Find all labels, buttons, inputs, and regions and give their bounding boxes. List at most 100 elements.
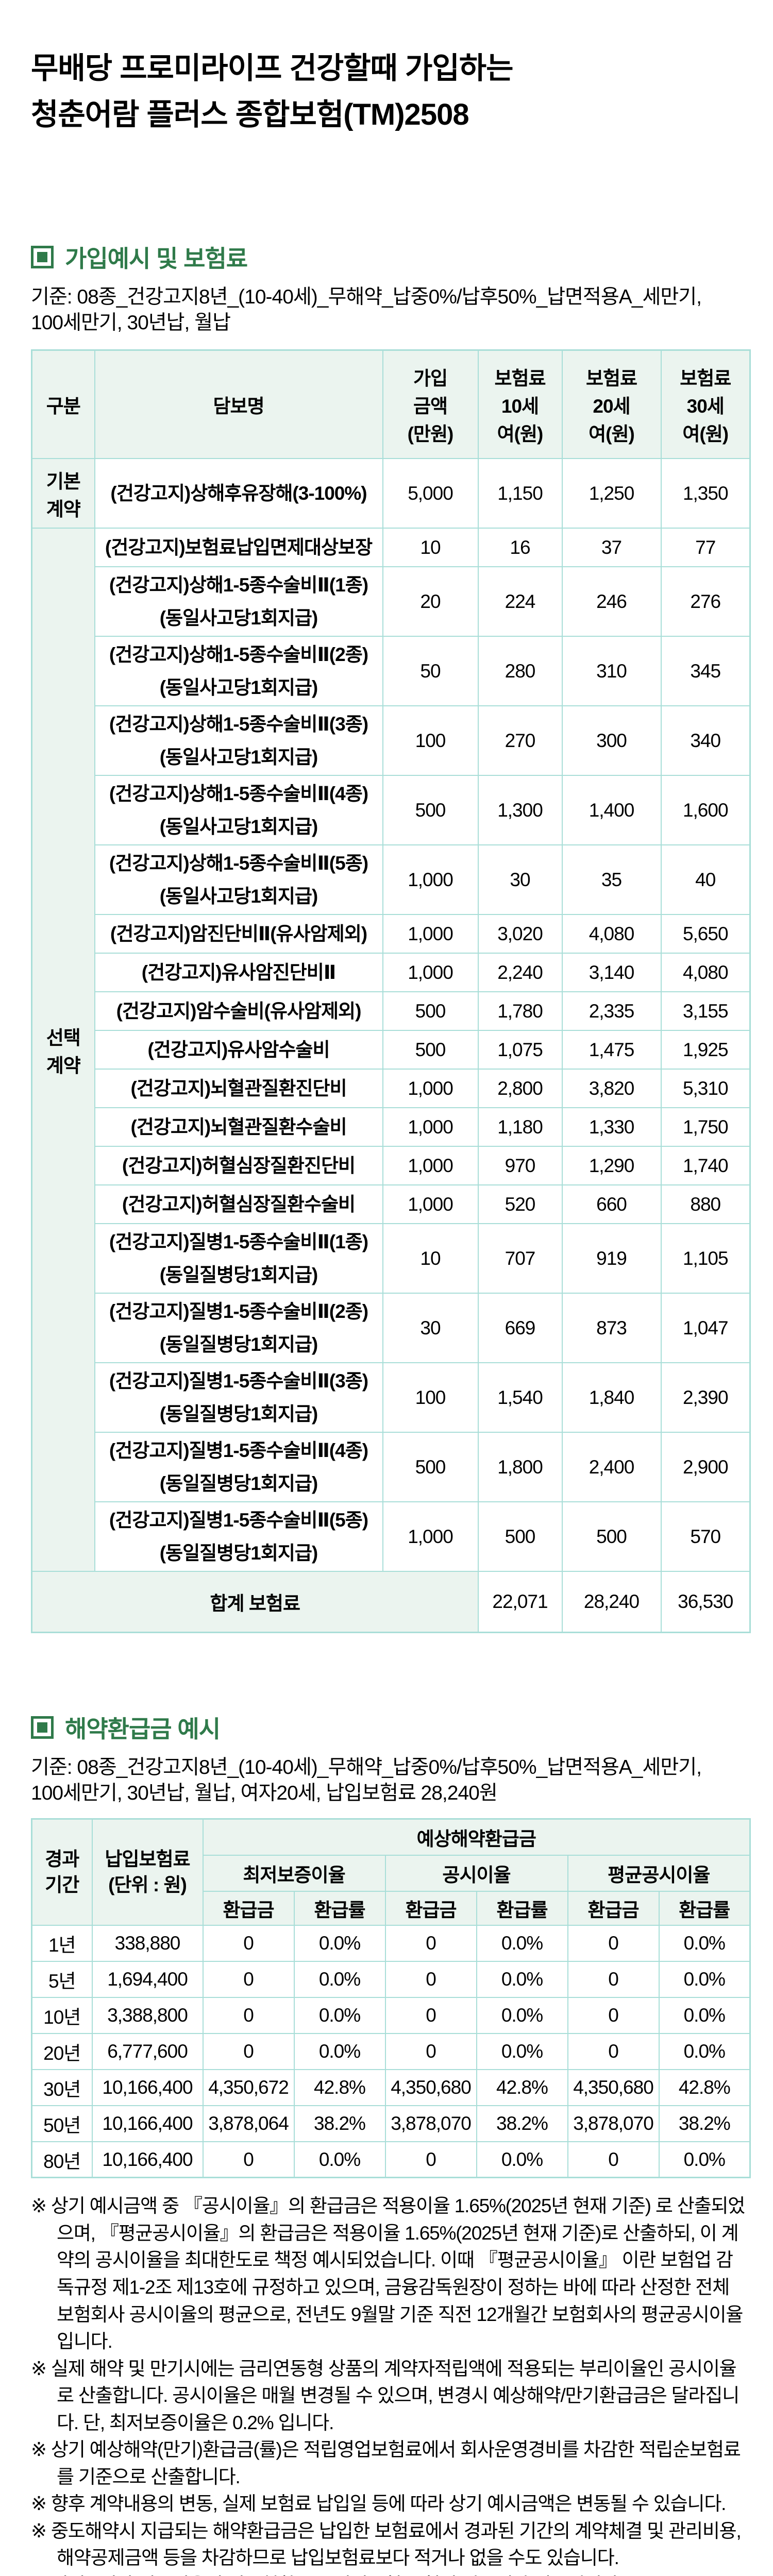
col-header-period: 경과 기간 — [31, 1818, 93, 1926]
footnote-list: ※ 상기 예시금액 중 『공시이율』의 환급금은 적용이율 1.65%(2025… — [31, 2193, 749, 2576]
refund-amount-cell: 0 — [202, 2032, 295, 2070]
refund-header-row-3: 환급금 환급률 환급금 환급률 환급금 환급률 — [32, 1890, 751, 1926]
premium-value-cell: 1,740 — [660, 1146, 751, 1186]
refund-amount-cell: 0 — [202, 1924, 295, 1962]
premium-value-cell: 1,840 — [561, 1362, 662, 1433]
coverage-name: (건강고지)상해1-5종수술비Ⅱ(5종) — [109, 852, 368, 874]
refund-rate-cell: 42.8% — [658, 2069, 751, 2106]
refund-section-title: 해약환급금 예시 — [65, 1715, 221, 1742]
premium-value-cell: 270 — [477, 705, 563, 776]
col-header-pub-rate: 공시이율 — [384, 1854, 568, 1892]
premium-table-body: 기본 계약 (건강고지)상해후유장해(3-100%) 5,000 1,150 1,250… — [31, 458, 751, 1633]
premium-value-cell: 10 — [382, 1223, 479, 1294]
col-header-coverage: 담보명 — [94, 349, 383, 460]
footnote-item: ※ 중도해약시 지급되는 해약환급금은 납입한 보험료에서 경과된 기간의 계약… — [31, 2520, 742, 2569]
coverage-name: (건강고지)보험료납입면제대상보장 — [105, 536, 373, 558]
refund-amount-cell: 0 — [567, 1924, 660, 1962]
premium-value-cell: 5,000 — [382, 458, 479, 529]
premium-value-cell: 1,250 — [561, 458, 662, 529]
refund-table-body: 1년 338,880 0 0.0% 0 0.0% 0 0.0% 5년 1,694,400 0 0.0%… — [31, 1924, 751, 2178]
refund-amount-cell: 0 — [202, 1960, 295, 1998]
premium-value-cell: 1,300 — [477, 775, 563, 846]
footnote-item: ※ 상기 예시금액 중 『공시이율』의 환급금은 적용이율 1.65%(2025… — [31, 2195, 745, 2352]
premium-value-cell: 2,900 — [660, 1432, 751, 1503]
premium-value-cell: 300 — [561, 705, 662, 776]
coverage-name-cell: (건강고지)질병1-5종수술비Ⅱ(5종) (동일질병당1회지급) — [94, 1501, 383, 1572]
coverage-payout-note: (동일질병당1회지급) — [159, 1472, 318, 1494]
footnote-item: ※ 직전 1년간 적용이율의 변동현황은 금리연동형 보험의 경우에만 적용됩니… — [31, 2572, 749, 2576]
premium-value-cell: 1,000 — [382, 953, 479, 993]
total-premium-value: 36,530 — [660, 1571, 751, 1633]
premium-value-cell: 919 — [561, 1223, 662, 1294]
footnote-item: ※ 실제 해약 및 만기시에는 금리연동형 상품의 계약자적립액에 적용되는 부… — [31, 2358, 740, 2433]
premium-value-cell: 520 — [477, 1184, 563, 1225]
refund-rate-cell: 38.2% — [476, 2105, 568, 2142]
coverage-row: (건강고지)상해1-5종수술비Ⅱ(3종) (동일사고당1회지급) 100 270 300… — [32, 705, 751, 776]
coverage-payout-note: (동일사고당1회지급) — [159, 746, 318, 768]
premium-section-header: 가입예시 및 보험료 — [31, 240, 749, 274]
coverage-name: (건강고지)뇌혈관질환진단비 — [130, 1077, 347, 1099]
premium-value-cell: 4,080 — [561, 914, 662, 954]
premium-value-cell: 707 — [477, 1223, 563, 1294]
premium-value-cell: 4,080 — [660, 953, 751, 993]
premium-value-cell: 1,540 — [477, 1362, 563, 1433]
premium-value-cell: 5,310 — [660, 1069, 751, 1109]
refund-row: 30년 10,166,400 4,350,672 42.8% 4,350,680 42.8… — [31, 2069, 751, 2106]
coverage-row: (건강고지)질병1-5종수술비Ⅱ(5종) (동일질병당1회지급) 1,000 500 5… — [32, 1501, 751, 1572]
coverage-row: 기본 계약 (건강고지)상해후유장해(3-100%) 5,000 1,150 1,250… — [31, 458, 751, 529]
col-header-age30: 보험료 30세 여(원) — [660, 349, 751, 460]
coverage-name: (건강고지)상해1-5종수술비Ⅱ(3종) — [109, 713, 368, 735]
elapsed-period-cell: 50년 — [31, 2105, 93, 2142]
premium-value-cell: 2,400 — [561, 1432, 662, 1503]
col-header-age20: 보험료 20세 여(원) — [561, 349, 662, 460]
coverage-name: (건강고지)질병1-5종수술비Ⅱ(1종) — [109, 1231, 368, 1252]
premium-value-cell: 500 — [382, 1432, 479, 1503]
premium-value-cell: 1,000 — [382, 1501, 479, 1572]
refund-rate-cell: 0.0% — [476, 2032, 568, 2070]
coverage-name: (건강고지)질병1-5종수술비Ⅱ(3종) — [109, 1370, 368, 1392]
premium-value-cell: 3,020 — [477, 914, 563, 954]
premium-value-cell: 1,180 — [477, 1107, 563, 1147]
refund-rate-cell: 0.0% — [293, 2032, 386, 2070]
paid-premium-cell: 10,166,400 — [91, 2141, 204, 2178]
coverage-row: (건강고지)질병1-5종수술비Ⅱ(3종) (동일질병당1회지급) 100 1,540 1… — [32, 1362, 751, 1433]
premium-value-cell: 1,000 — [382, 1184, 479, 1225]
coverage-name-cell: (건강고지)상해1-5종수술비Ⅱ(2종) (동일사고당1회지급) — [94, 636, 383, 707]
total-premium-value: 28,240 — [561, 1571, 662, 1633]
refund-row: 10년 3,388,800 0 0.0% 0 0.0% 0 0.0% — [31, 1996, 751, 2034]
premium-value-cell: 280 — [477, 636, 563, 707]
premium-value-cell: 16 — [477, 528, 563, 568]
col-header-refund-amount: 환급금 — [567, 1890, 660, 1926]
coverage-name-cell: (건강고지)허혈심장질환수술비 — [94, 1184, 383, 1225]
coverage-row: (건강고지)허혈심장질환수술비 1,000 520 660 880 — [32, 1184, 751, 1225]
refund-amount-cell: 0 — [567, 2032, 660, 2070]
coverage-payout-note: (동일질병당1회지급) — [159, 1403, 318, 1425]
premium-value-cell: 310 — [561, 636, 662, 707]
coverage-name-cell: (건강고지)뇌혈관질환수술비 — [94, 1107, 383, 1147]
elapsed-period-cell: 1년 — [31, 1924, 93, 1962]
coverage-name-cell: (건강고지)상해1-5종수술비Ⅱ(4종) (동일사고당1회지급) — [94, 775, 383, 846]
premium-basis-text: 기준: 08종_건강고지8년_(10-40세)_무해약_납중0%/납후50%_납… — [31, 285, 702, 334]
refund-rate-cell: 0.0% — [476, 1960, 568, 1998]
paid-premium-cell: 10,166,400 — [91, 2105, 204, 2142]
coverage-name-cell: (건강고지)보험료납입면제대상보장 — [94, 528, 383, 568]
premium-value-cell: 345 — [660, 636, 751, 707]
premium-value-cell: 1,000 — [382, 1146, 479, 1186]
premium-value-cell: 1,075 — [477, 1030, 563, 1070]
refund-row: 50년 10,166,400 3,878,064 38.2% 3,878,070 38.2… — [31, 2105, 751, 2142]
col-header-paid: 납입보험료 (단위 : 원) — [91, 1818, 204, 1926]
premium-value-cell: 100 — [382, 705, 479, 776]
col-header-avg-rate: 평균공시이율 — [567, 1854, 751, 1892]
elapsed-period-cell: 20년 — [31, 2032, 93, 2070]
coverage-payout-note: (동일사고당1회지급) — [159, 676, 318, 698]
premium-value-cell: 276 — [660, 566, 751, 637]
coverage-row: (건강고지)질병1-5종수술비Ⅱ(1종) (동일질병당1회지급) 10 707 919 1… — [32, 1223, 751, 1294]
premium-value-cell: 40 — [660, 844, 751, 916]
premium-value-cell: 1,000 — [382, 1069, 479, 1109]
refund-row: 20년 6,777,600 0 0.0% 0 0.0% 0 0.0% — [31, 2032, 751, 2070]
coverage-name-cell: (건강고지)질병1-5종수술비Ⅱ(2종) (동일질병당1회지급) — [94, 1293, 383, 1364]
coverage-name: (건강고지)암진단비Ⅱ(유사암제외) — [110, 923, 367, 944]
coverage-name: (건강고지)상해후유장해(3-100%) — [110, 482, 367, 504]
